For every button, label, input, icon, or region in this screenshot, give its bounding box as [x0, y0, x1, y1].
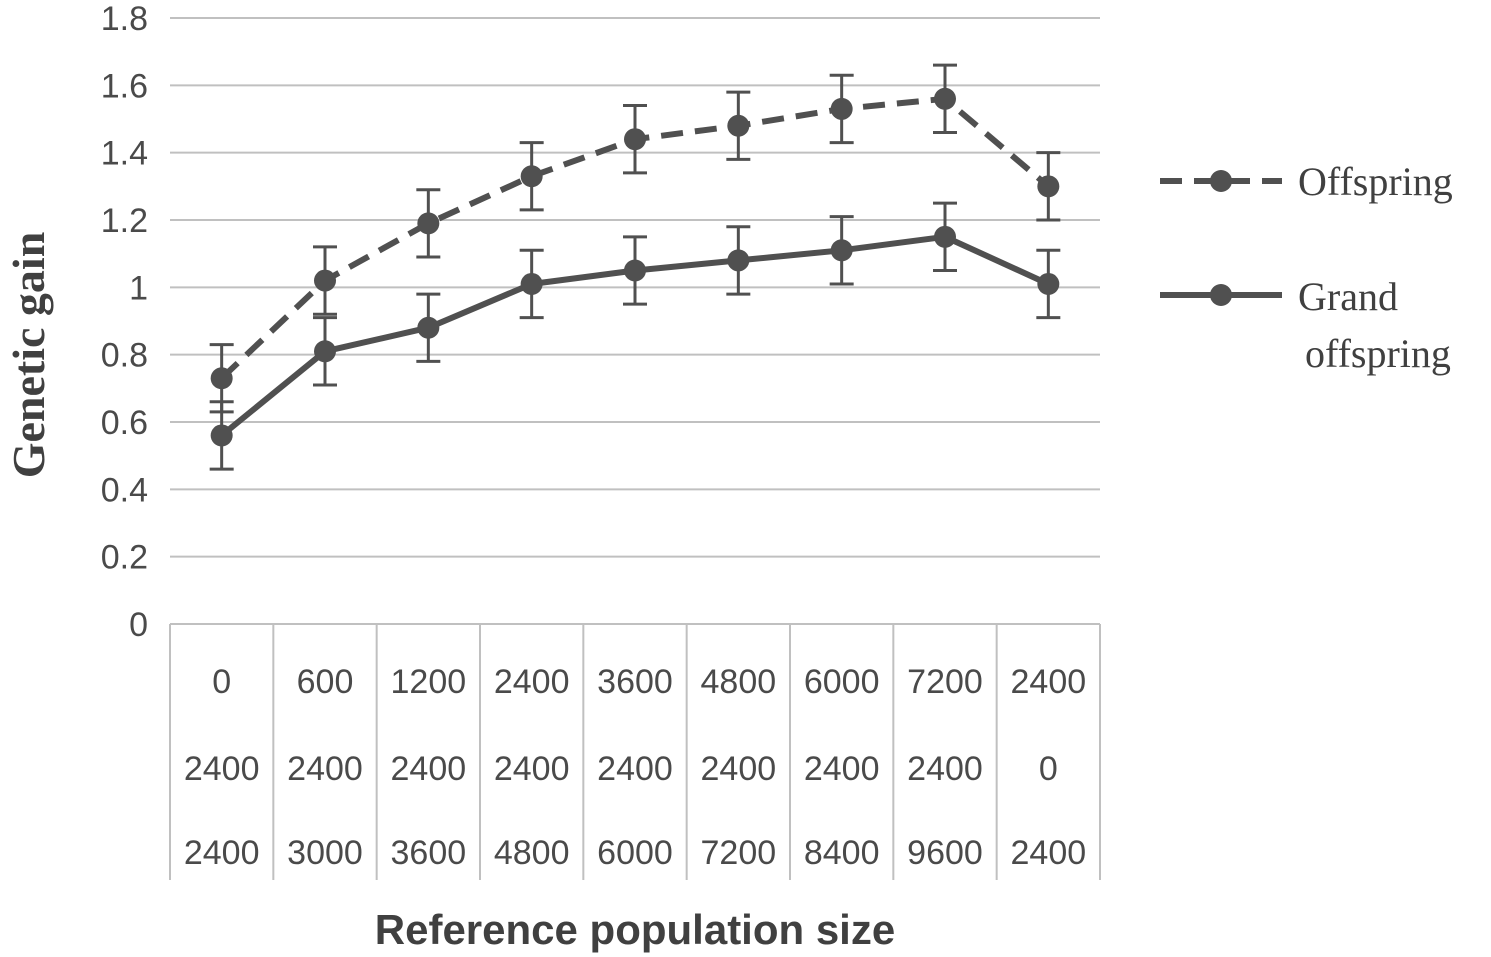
data-point [210, 367, 233, 390]
x-axis-category-table: 0 2400 2400 600 2400 3000 1200 2400 3600 2400 2400… [169, 624, 1101, 880]
data-point [830, 239, 853, 262]
x-axis-label: Reference population size [375, 906, 895, 953]
data-point [934, 87, 956, 110]
x-tick-label: 600 [297, 663, 354, 701]
y-tick-label: 1.6 [101, 67, 148, 105]
data-point [314, 340, 336, 363]
data-point [830, 97, 853, 120]
x-tick-label: 2400 [184, 834, 260, 872]
x-tick-label: 0 [212, 663, 231, 701]
y-tick-label: 1.4 [101, 135, 148, 173]
series-grand-offspring [209, 201, 1061, 471]
x-tick-label: 2400 [184, 750, 260, 788]
y-axis-ticks: 0 0.2 0.4 0.6 0.8 1 1.2 1.4 1.6 1.8 [101, 0, 148, 644]
y-tick-label: 0.6 [101, 404, 148, 442]
y-tick-label: 1.8 [101, 0, 148, 38]
x-tick-label: 2400 [804, 750, 880, 788]
data-point [1037, 175, 1060, 198]
x-tick-label: 4800 [701, 663, 777, 701]
x-tick-label: 2400 [494, 750, 570, 788]
x-tick-label: 7200 [701, 834, 777, 872]
x-tick-label: 6000 [597, 834, 673, 872]
data-point [727, 114, 750, 137]
x-tick-label: 2400 [907, 750, 983, 788]
series-offspring [209, 63, 1061, 414]
x-tick-label: 7200 [907, 663, 983, 701]
legend-marker-grand-offspring [1210, 284, 1232, 306]
legend-label-grand-offspring-line2: offspring [1305, 331, 1451, 376]
x-tick-label: 2400 [494, 663, 570, 701]
series-layer [209, 63, 1061, 471]
y-tick-label: 0.2 [101, 539, 148, 577]
data-point [417, 316, 440, 339]
y-tick-label: 1 [129, 269, 148, 307]
data-point [520, 165, 543, 188]
legend-marker-offspring [1210, 170, 1232, 192]
data-point [314, 269, 336, 292]
y-tick-label: 0 [129, 606, 148, 644]
legend-label-grand-offspring-line1: Grand [1298, 274, 1398, 319]
y-axis-label: Genetic gain [3, 232, 54, 479]
legend: Offspring Grand offspring [1160, 159, 1453, 376]
data-point [1037, 272, 1060, 295]
x-tick-label: 8400 [804, 834, 880, 872]
x-tick-label: 2400 [1011, 663, 1087, 701]
x-tick-label: 2400 [597, 750, 673, 788]
y-tick-label: 0.8 [101, 337, 148, 375]
data-point [624, 259, 646, 282]
data-point [417, 212, 440, 235]
x-tick-label: 3600 [391, 834, 467, 872]
x-tick-label: 6000 [804, 663, 880, 701]
x-tick-label: 2400 [701, 750, 777, 788]
x-tick-label: 2400 [287, 750, 363, 788]
legend-label-offspring: Offspring [1298, 159, 1453, 204]
data-point [520, 272, 543, 295]
x-tick-label: 1200 [391, 663, 467, 701]
y-tick-label: 0.4 [101, 471, 148, 509]
y-tick-label: 1.2 [101, 202, 148, 240]
x-tick-label: 2400 [391, 750, 467, 788]
data-point [934, 225, 956, 248]
x-tick-label: 2400 [1011, 834, 1087, 872]
x-tick-label: 4800 [494, 834, 570, 872]
x-tick-label: 0 [1039, 750, 1058, 788]
x-tick-label: 3000 [287, 834, 363, 872]
x-tick-label: 9600 [907, 834, 983, 872]
x-tick-label: 3600 [597, 663, 673, 701]
data-point [210, 424, 233, 447]
data-point [727, 249, 750, 272]
data-point [624, 128, 646, 151]
